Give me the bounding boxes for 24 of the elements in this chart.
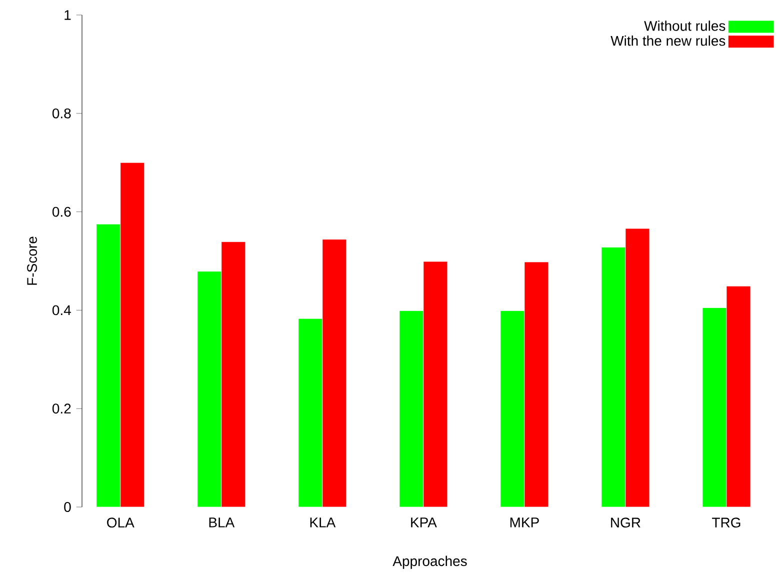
legend-label: With the new rules [610, 36, 726, 46]
x-tick-label: BLA [209, 518, 235, 528]
y-tick-label: 0.8 [52, 108, 71, 118]
y-axis-title: F-Score [27, 236, 37, 285]
bar [702, 308, 727, 507]
x-tick-label: KPA [411, 518, 437, 528]
y-tick-label: 0.4 [52, 305, 71, 316]
x-tick-label: NGR [611, 518, 640, 528]
bar [601, 247, 626, 507]
legend-label: Without rules [644, 20, 726, 31]
x-tick-label: TRG [712, 518, 740, 528]
x-tick-label: KLA [310, 518, 336, 528]
x-axis-title: Approaches [392, 556, 467, 569]
y-tick-label: 0.6 [52, 206, 71, 217]
y-tick-label: 0.2 [52, 404, 71, 414]
bar [96, 224, 121, 507]
bar [298, 318, 323, 507]
bar [197, 271, 222, 507]
bar [399, 310, 424, 507]
x-tick-label: OLA [107, 518, 134, 528]
bar [500, 310, 525, 507]
x-tick-label: MKP [510, 518, 539, 528]
y-tick-label: 1 [64, 10, 71, 20]
y-tick-label: 0 [64, 502, 71, 512]
